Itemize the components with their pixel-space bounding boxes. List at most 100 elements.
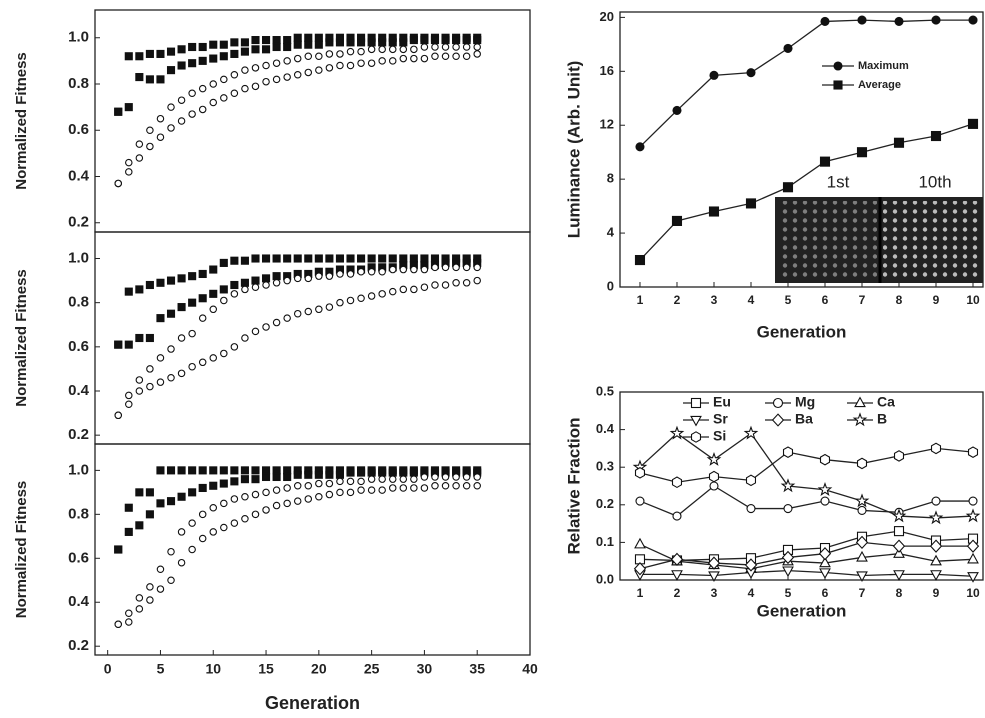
y-tick-label: 0.6 <box>68 338 89 355</box>
marker <box>325 490 334 499</box>
marker <box>135 488 144 497</box>
y-tick-label: 0.4 <box>68 167 90 184</box>
y-tick-label: 0.6 <box>68 549 89 566</box>
marker <box>167 345 175 353</box>
x-tick-label: 6 <box>822 586 829 600</box>
marker <box>293 482 302 490</box>
marker <box>399 45 408 54</box>
marker <box>261 274 271 283</box>
marker <box>931 496 941 506</box>
marker <box>325 479 334 488</box>
marker <box>441 43 450 51</box>
marker <box>125 158 133 167</box>
marker <box>209 528 218 536</box>
marker <box>220 75 228 84</box>
marker <box>420 36 429 45</box>
marker <box>462 52 471 60</box>
legend-marker <box>854 396 866 408</box>
marker <box>135 285 144 294</box>
marker <box>745 474 757 487</box>
legend-label: Mg <box>795 394 815 410</box>
marker <box>708 206 720 217</box>
marker <box>304 33 313 42</box>
marker <box>420 254 429 263</box>
marker <box>209 98 218 107</box>
panel: 0.0 0.1 0.2 0.3 0.4 0.5 1 2 3 4 5 6 7 8 9 10 Relative Fr… <box>564 383 984 620</box>
legend-label: Maximum <box>858 60 909 72</box>
series-line <box>639 541 974 570</box>
marker <box>241 514 249 523</box>
marker <box>893 137 905 148</box>
x-tick-label: 2 <box>674 586 681 600</box>
marker <box>135 605 144 613</box>
marker <box>188 545 196 554</box>
marker <box>782 446 794 458</box>
marker <box>671 215 683 226</box>
marker <box>357 59 365 67</box>
marker <box>346 61 355 70</box>
marker <box>198 510 207 519</box>
marker <box>388 265 397 274</box>
marker <box>325 303 334 311</box>
x-tick-label: 0 <box>104 661 112 677</box>
marker <box>669 425 685 440</box>
x-axis-label: Generation <box>757 322 847 341</box>
marker <box>230 89 239 98</box>
series-line <box>639 447 974 483</box>
marker <box>272 501 281 510</box>
marker <box>262 506 270 514</box>
y-tick-label: 8 <box>607 171 614 186</box>
y-axis-label: Normalized Fitness <box>13 481 30 619</box>
marker <box>240 38 249 47</box>
x-tick-label: 10 <box>966 586 980 600</box>
marker <box>399 475 408 483</box>
marker <box>410 45 418 54</box>
marker <box>177 334 186 342</box>
marker <box>857 15 867 25</box>
marker <box>219 466 228 475</box>
marker <box>293 71 302 79</box>
y-tick-label: 0.8 <box>68 75 89 92</box>
marker <box>672 511 682 521</box>
y-tick-label: 0 <box>607 278 614 293</box>
legend-label: Ca <box>877 394 895 410</box>
marker <box>745 198 757 209</box>
legend-marker <box>772 397 784 409</box>
marker <box>145 510 154 519</box>
marker <box>357 254 366 263</box>
marker <box>346 270 355 278</box>
marker <box>251 466 260 475</box>
marker <box>262 323 270 331</box>
marker <box>146 365 154 373</box>
marker <box>261 472 271 482</box>
marker <box>125 609 133 617</box>
marker <box>357 468 366 477</box>
marker <box>709 481 719 491</box>
marker <box>856 550 868 562</box>
marker <box>135 594 144 602</box>
x-tick-label: 1 <box>637 293 644 307</box>
marker <box>177 558 186 567</box>
marker <box>378 468 387 477</box>
marker <box>420 54 429 63</box>
marker <box>251 327 260 336</box>
y-tick-label: 1.0 <box>68 249 89 266</box>
marker <box>177 492 186 501</box>
marker <box>209 80 218 88</box>
marker <box>177 61 186 70</box>
marker <box>336 488 344 497</box>
marker <box>708 571 720 583</box>
marker <box>177 466 186 475</box>
marker <box>135 333 144 343</box>
marker <box>930 570 942 581</box>
marker <box>780 478 796 493</box>
marker <box>420 43 429 51</box>
legend-label: Ba <box>795 411 813 427</box>
marker <box>367 38 376 47</box>
marker <box>124 52 133 61</box>
marker <box>304 40 313 49</box>
marker <box>293 274 302 283</box>
marker <box>261 36 271 45</box>
marker <box>893 526 905 537</box>
marker <box>166 66 176 75</box>
